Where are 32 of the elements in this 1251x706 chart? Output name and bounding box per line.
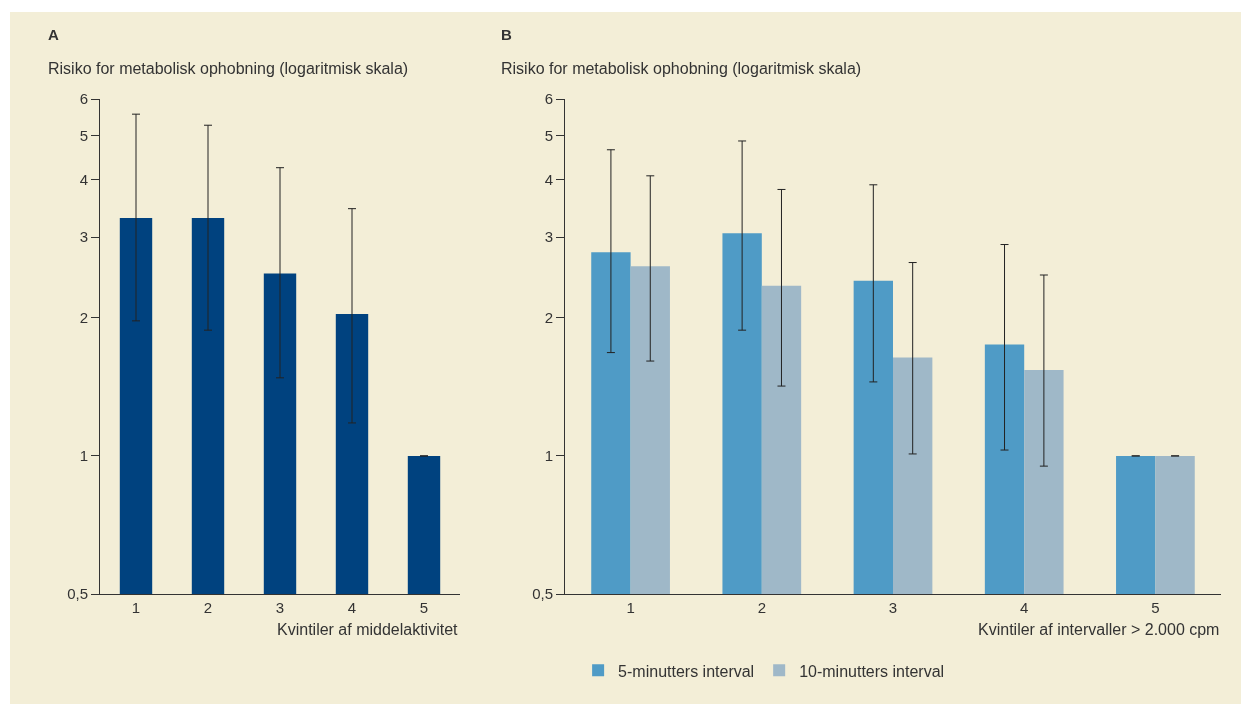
y-tick-label: 3 (544, 228, 553, 246)
y-tick-label: 5 (544, 126, 553, 144)
y-tick-label: 2 (544, 309, 553, 327)
x-tick-label: 5 (419, 599, 429, 616)
y-tick-label: 0,5 (67, 585, 88, 603)
x-tick-label: 5 (1151, 599, 1160, 616)
y-tick-label: 5 (79, 126, 88, 144)
chart-title: A (48, 26, 59, 43)
x-tick-label: 4 (347, 599, 357, 616)
legend-label: 10-minutters interval (799, 662, 945, 680)
y-tick-label: 4 (79, 171, 88, 189)
chart-title: B (501, 26, 512, 43)
y-tick-label: 4 (544, 171, 553, 189)
y-tick-label: 3 (79, 228, 88, 246)
y-tick-label: 0,5 (532, 585, 553, 603)
y-axis-title: Risiko for metabolisk ophobning (logaritmisk skala) (48, 60, 409, 77)
x-tick-label: 2 (203, 599, 213, 616)
y-axis-title: Risiko for metabolisk ophobning (logaritmisk skala) (501, 60, 862, 77)
y-tick-label: 2 (79, 309, 88, 327)
x-tick-label: 2 (757, 599, 766, 616)
y-tick-label: 1 (79, 447, 88, 465)
x-tick-label: 3 (888, 599, 898, 616)
x-tick-label: 1 (131, 599, 141, 616)
x-tick-label: 4 (1020, 599, 1029, 616)
x-axis-title: Kvintiler af middelaktivitet (277, 621, 459, 638)
y-tick-label: 6 (544, 90, 553, 108)
x-axis-title: Kvintiler af intervaller > 2.000 cpm (978, 621, 1220, 638)
x-tick-label: 3 (275, 599, 285, 616)
x-tick-label: 1 (626, 599, 635, 616)
y-tick-label: 6 (79, 90, 88, 108)
legend-label: 5-minutters interval (618, 662, 755, 680)
y-tick-label: 1 (544, 447, 553, 465)
